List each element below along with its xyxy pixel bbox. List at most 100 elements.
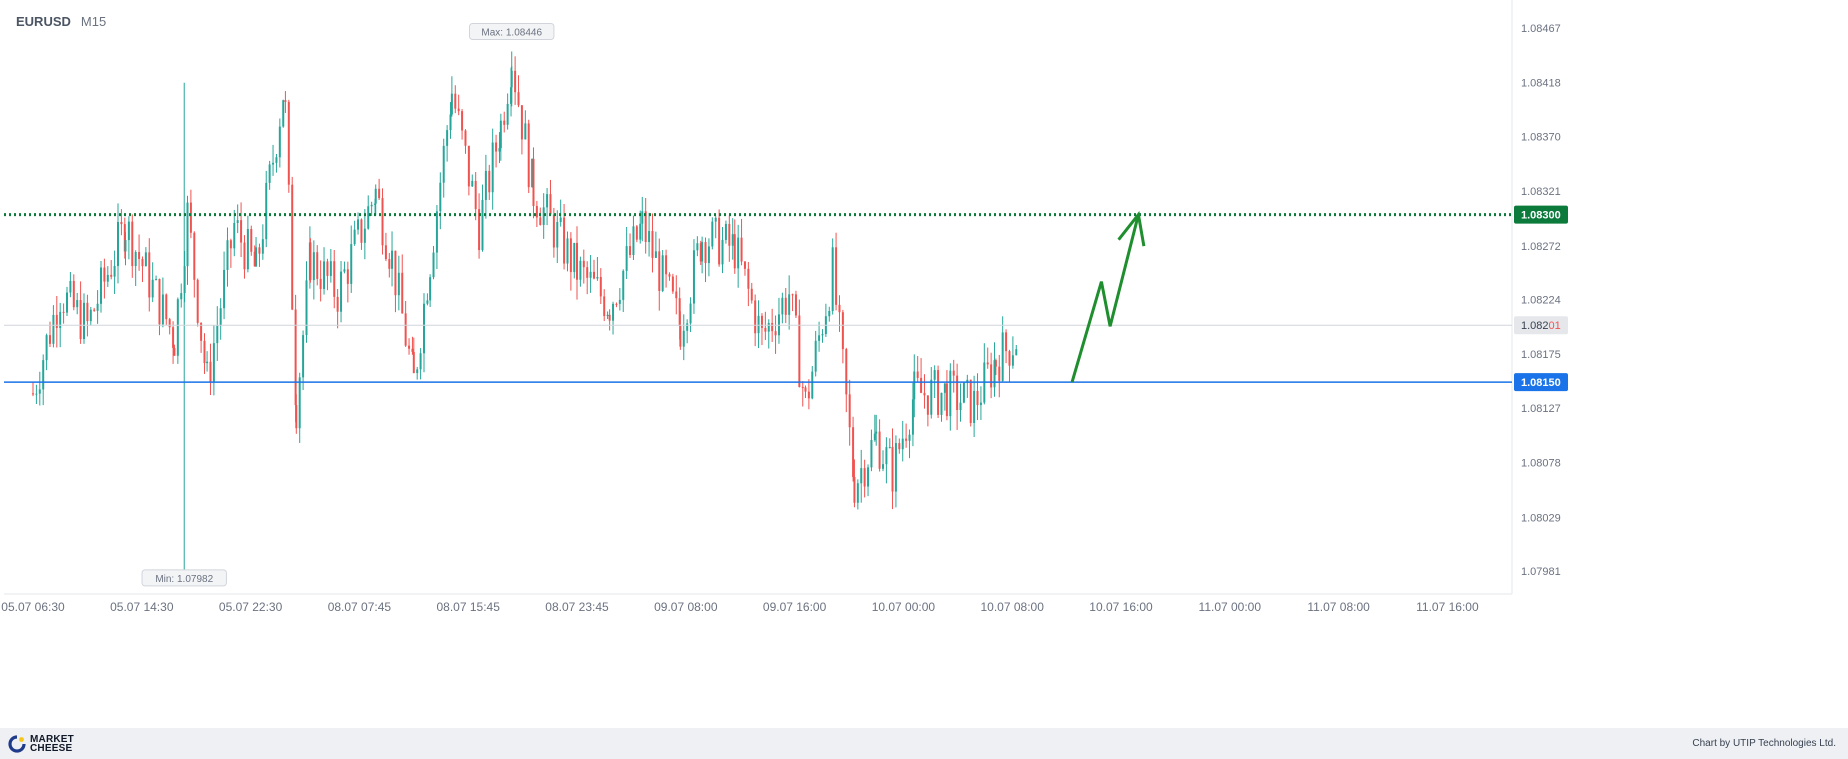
timeframe-label: M15 xyxy=(80,14,107,29)
x-tick-label: 08.07 07:45 xyxy=(328,600,392,614)
bear-candle xyxy=(998,366,1001,381)
bull-candle xyxy=(689,303,692,324)
bull-candle xyxy=(524,123,527,140)
bear-candle xyxy=(976,390,979,406)
bull-candle xyxy=(908,434,911,441)
bull-candle xyxy=(867,467,870,487)
x-tick-label: 11.07 00:00 xyxy=(1199,600,1262,614)
bear-candle xyxy=(141,258,144,267)
bull-candle xyxy=(236,220,239,223)
bear-candle xyxy=(807,391,810,399)
bear-candle xyxy=(668,274,671,277)
bull-candle xyxy=(913,371,916,400)
bull-candle xyxy=(962,382,965,403)
bull-candle xyxy=(219,308,222,326)
x-tick-label: 11.07 08:00 xyxy=(1307,600,1370,614)
bull-candle xyxy=(429,277,432,301)
forecast-arrow-path xyxy=(1070,214,1140,383)
bull-candle xyxy=(499,120,502,149)
bull-candle xyxy=(875,431,878,434)
bear-candle xyxy=(209,361,212,382)
bull-candle xyxy=(484,170,487,200)
bear-candle xyxy=(841,312,844,350)
bull-candle xyxy=(329,261,332,276)
bull-candle xyxy=(885,447,888,465)
footer-bar: MARKET CHEESE Chart by UTIP Technologies… xyxy=(0,728,1848,759)
bull-candle xyxy=(223,269,226,309)
bull-candle xyxy=(491,142,494,193)
bear-candle xyxy=(200,322,203,341)
bear-candle xyxy=(740,237,743,262)
bull-candle xyxy=(353,229,356,245)
bull-candle xyxy=(856,483,859,503)
bear-candle xyxy=(539,217,542,225)
bear-candle xyxy=(586,267,589,278)
bull-candle xyxy=(106,274,109,282)
bull-candle xyxy=(100,267,102,304)
bear-candle xyxy=(309,242,312,281)
bear-candle xyxy=(576,242,578,280)
bull-candle xyxy=(888,446,891,448)
min-annotation-label: Min: 1.07982 xyxy=(155,574,213,585)
bull-candle xyxy=(268,164,271,183)
bear-candle xyxy=(517,92,520,106)
bull-candle xyxy=(531,158,534,188)
bear-candle xyxy=(629,246,632,256)
bull-candle xyxy=(374,188,377,204)
bull-candle xyxy=(979,402,982,406)
bull-candle xyxy=(721,239,724,265)
bear-candle xyxy=(93,309,96,311)
bear-candle xyxy=(464,130,467,146)
bear-candle xyxy=(503,120,506,125)
brand-logo[interactable]: MARKET CHEESE xyxy=(8,735,74,754)
bear-candle xyxy=(658,251,661,291)
bull-candle xyxy=(117,221,119,267)
bull-candle xyxy=(312,252,315,281)
bull-candle xyxy=(176,299,179,356)
bull-candle xyxy=(96,303,99,311)
bull-candle xyxy=(860,468,863,484)
bull-candle xyxy=(161,294,164,325)
bear-candle xyxy=(72,280,75,308)
bull-candle xyxy=(134,251,137,267)
bull-candle xyxy=(450,93,453,115)
bear-candle xyxy=(229,240,232,249)
bull-candle xyxy=(298,377,301,429)
bear-candle xyxy=(569,238,572,273)
bull-candle xyxy=(940,392,943,415)
bull-candle xyxy=(828,311,831,317)
bull-candle xyxy=(870,439,873,468)
y-tick-label: 1.08078 xyxy=(1521,458,1561,470)
bear-candle xyxy=(728,223,731,246)
bear-candle xyxy=(986,362,989,365)
logo-icon xyxy=(8,735,26,753)
bear-candle xyxy=(336,296,339,312)
bull-candle xyxy=(606,314,609,317)
x-tick-label: 10.07 08:00 xyxy=(980,600,1044,614)
bear-candle xyxy=(898,443,901,450)
bear-candle xyxy=(838,304,841,313)
x-tick-label: 08.07 15:45 xyxy=(436,600,500,614)
bull-candle xyxy=(272,162,275,165)
bear-candle xyxy=(1008,351,1011,366)
bear-candle xyxy=(704,242,707,264)
x-tick-label: 05.07 14:30 xyxy=(110,600,174,614)
bear-candle xyxy=(852,427,855,478)
bear-candle xyxy=(923,392,926,396)
price-chart[interactable]: 1.08467 1.08418 1.08370 1.08321 1.08272 1.082… xyxy=(0,0,1848,728)
bear-candle xyxy=(378,188,381,199)
bull-candle xyxy=(155,278,158,280)
x-tick-label: 05.07 22:30 xyxy=(219,600,283,614)
y-tick-label: 1.08127 xyxy=(1521,403,1561,415)
x-tick-label: 11.07 16:00 xyxy=(1416,600,1479,614)
bull-candle xyxy=(894,443,897,492)
bull-candle xyxy=(542,207,545,225)
bull-candle xyxy=(357,219,360,230)
bull-candle xyxy=(261,239,264,254)
bear-candle xyxy=(168,319,171,328)
current-price-label: 1.08201 xyxy=(1521,320,1561,332)
bull-candle xyxy=(943,383,946,393)
bull-candle xyxy=(654,251,657,258)
bear-candle xyxy=(635,226,638,240)
bull-candle xyxy=(391,250,394,269)
